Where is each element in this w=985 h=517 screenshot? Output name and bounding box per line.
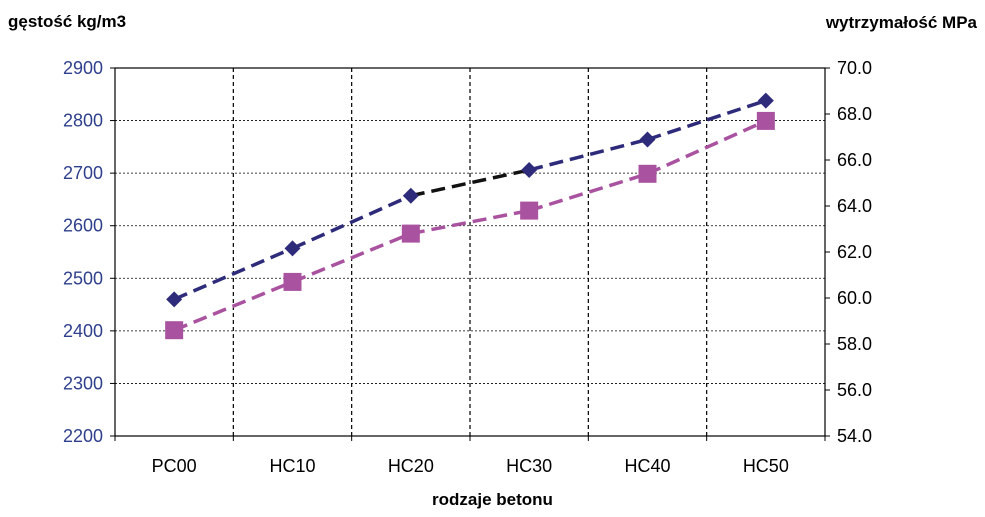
x-tick-label: HC10	[269, 456, 315, 476]
series-line-segment	[646, 119, 767, 176]
x-tick-label: HC40	[624, 456, 670, 476]
x-tick-label: HC30	[506, 456, 552, 476]
data-point-square	[401, 224, 420, 243]
x-tick-label: PC00	[152, 456, 197, 476]
y-right-tick-label: 64.0	[837, 196, 872, 216]
data-point-square	[638, 164, 657, 183]
y-right-tick-label: 68.0	[837, 104, 872, 124]
y-left-tick-label: 2400	[63, 321, 103, 341]
y-left-tick-label: 2500	[63, 268, 103, 288]
data-point-diamond	[166, 291, 183, 308]
y-left-tick-label: 2200	[63, 426, 103, 446]
data-point-square	[520, 201, 539, 220]
y-right-tick-label: 58.0	[837, 334, 872, 354]
data-point-diamond	[402, 187, 419, 204]
x-axis-title: rodzaje betonu	[432, 490, 553, 509]
y-right-tick-label: 66.0	[837, 150, 872, 170]
x-tick-label: HC20	[388, 456, 434, 476]
y-left-tick-label: 2700	[63, 163, 103, 183]
y-axis-left-title: gęstość kg/m3	[8, 12, 127, 31]
x-tick-label: HC50	[743, 456, 789, 476]
series-line-segment	[291, 194, 412, 250]
y-left-tick-label: 2800	[63, 111, 103, 131]
data-point-diamond	[757, 92, 774, 109]
series-line-segment	[291, 231, 412, 284]
y-left-tick-label: 2300	[63, 373, 103, 393]
data-point-square	[165, 321, 184, 340]
data-point-diamond	[284, 240, 301, 257]
y-right-tick-label: 70.0	[837, 58, 872, 78]
data-point-square	[756, 111, 775, 130]
y-left-tick-label: 2600	[63, 216, 103, 236]
y-right-tick-label: 54.0	[837, 426, 872, 446]
y-left-tick-label: 2900	[63, 58, 103, 78]
y-right-tick-label: 62.0	[837, 242, 872, 262]
y-right-tick-label: 56.0	[837, 380, 872, 400]
y-right-tick-label: 60.0	[837, 288, 872, 308]
data-point-square	[283, 272, 302, 291]
y-axis-right-title: wytrzymałość MPa	[825, 13, 977, 32]
series-line-segment	[173, 280, 294, 332]
data-point-diamond	[521, 161, 538, 178]
series-line-segment	[173, 246, 294, 301]
data-point-diamond	[639, 131, 656, 148]
series-line-segment	[528, 172, 649, 213]
